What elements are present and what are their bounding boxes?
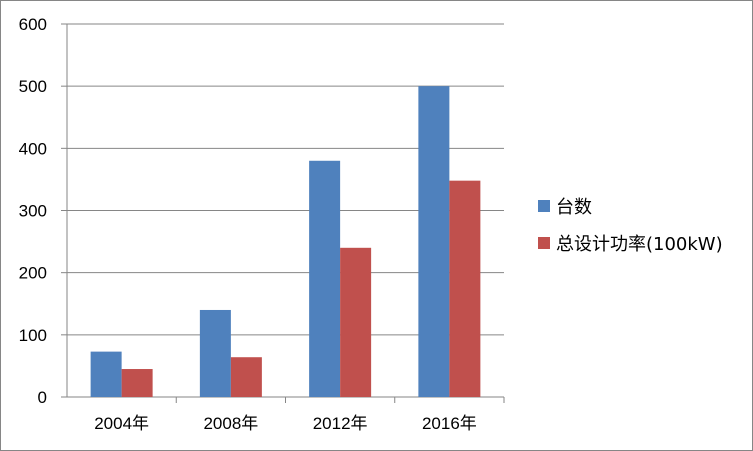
bar-count — [90, 351, 122, 397]
y-tick-label: 100 — [19, 326, 47, 345]
bar-power — [449, 180, 481, 397]
y-tick-label: 400 — [19, 139, 47, 158]
x-tick-label: 2008年 — [203, 414, 258, 433]
x-tick-label: 2016年 — [422, 414, 477, 433]
bar-count — [309, 160, 341, 397]
y-tick-label: 500 — [19, 77, 47, 96]
bar-power — [340, 247, 372, 397]
bar-count — [418, 86, 450, 398]
x-tick-label: 2012年 — [313, 414, 368, 433]
legend-label: 总设计功率(100kW) — [556, 234, 723, 255]
y-tick-label: 200 — [19, 264, 47, 283]
bar-count — [199, 309, 231, 397]
legend-label: 台数 — [556, 197, 592, 218]
legend-swatch — [538, 200, 550, 212]
bar-power — [230, 357, 262, 397]
x-tick-label: 2004年 — [94, 414, 149, 433]
y-tick-label: 300 — [19, 202, 47, 221]
legend-swatch — [538, 237, 550, 249]
y-tick-label: 0 — [38, 388, 47, 407]
bar-power — [121, 369, 153, 397]
y-tick-label: 600 — [19, 15, 47, 34]
